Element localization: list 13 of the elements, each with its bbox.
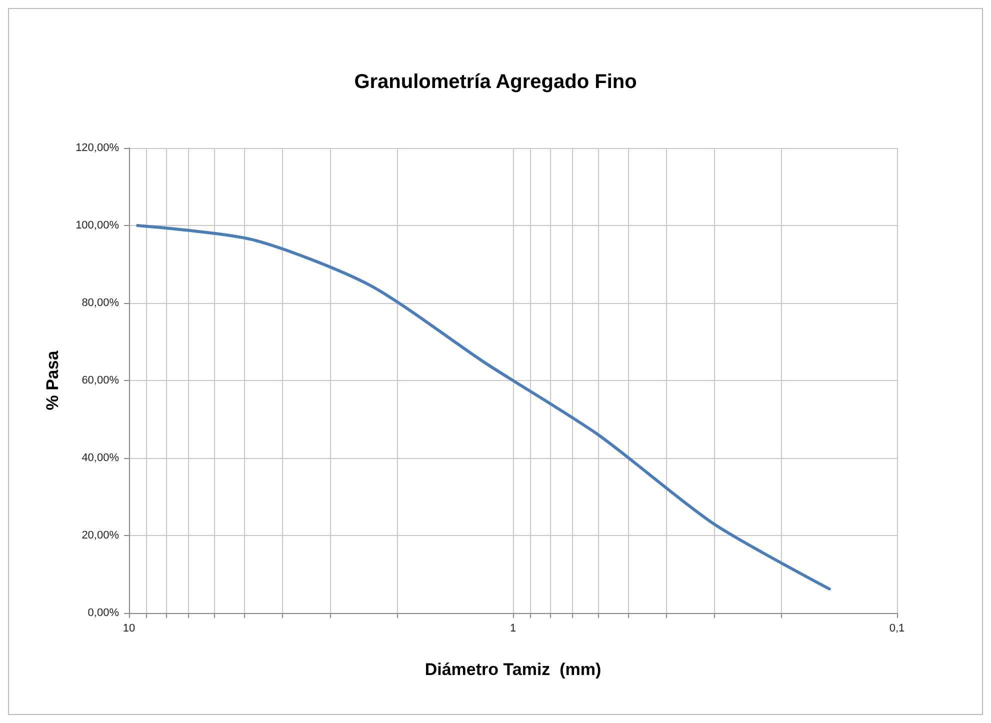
y-tick-label: 20,00% (82, 530, 120, 542)
y-tick-label: 100,00% (76, 220, 120, 232)
y-tick-label: 40,00% (82, 452, 120, 464)
x-tick-label: 1 (510, 622, 516, 634)
x-tick-label: 10 (122, 622, 136, 634)
chart-title: Granulometría Agregado Fino (354, 71, 637, 93)
x-tick-label: 0,1 (889, 622, 905, 634)
y-tick-label: 80,00% (82, 297, 120, 309)
x-axis-title: Diámetro Tamiz (mm) (424, 660, 602, 679)
y-tick-label: 0,00% (88, 607, 120, 619)
y-tick-label: 60,00% (82, 374, 120, 386)
y-axis-title: % Pasa (43, 350, 62, 410)
y-tick-label: 120,00% (76, 142, 120, 154)
